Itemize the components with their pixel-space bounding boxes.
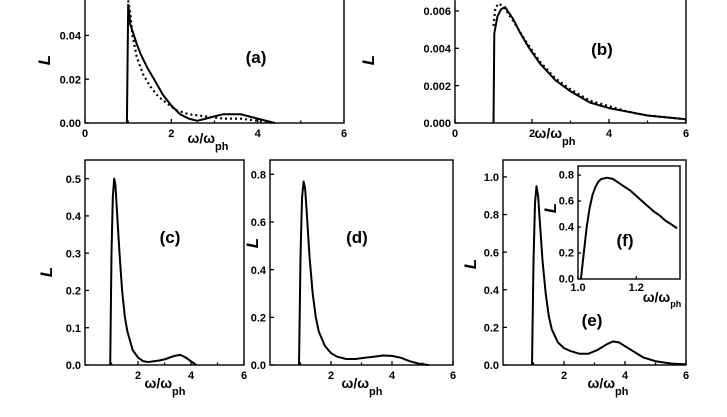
y-tick-label-a: 0.04 xyxy=(60,31,82,43)
panel-f: 1.0 1.2 0.0 0.2 0.4 0.6 0.8 Lω/ωph (f) xyxy=(541,165,682,309)
y-tick-label-d: 0.6 xyxy=(251,217,266,229)
x-axis-label-subscript: ph xyxy=(215,141,229,153)
y-tick-label-f: 0.4 xyxy=(559,221,575,233)
x-axis-label-text: ω/ω xyxy=(643,289,671,305)
y-axis-label-b: L xyxy=(359,55,378,65)
y-tick-label-f: 0.6 xyxy=(559,195,574,207)
x-axis-label-subscript: ph xyxy=(670,299,681,309)
panel-a: 0 2 4 6 0.00 0.02 0.04 Lω/ωph (a) xyxy=(35,0,347,153)
panel-label-f: (f) xyxy=(617,231,634,250)
x-tick-label-a: 0 xyxy=(82,128,88,140)
x-tick-label-a: 2 xyxy=(168,128,174,140)
series-line-b-1 xyxy=(492,2,687,121)
x-tick-label-c: 6 xyxy=(241,370,247,382)
x-axis-label-subscript: ph xyxy=(615,386,629,398)
y-axis-label-f: L xyxy=(541,203,560,213)
x-axis-label-c: ω/ωph xyxy=(145,375,186,398)
y-tick-label-e: 0.6 xyxy=(484,247,499,259)
y-tick-label-c: 0.1 xyxy=(66,323,81,335)
plot-frame-b xyxy=(454,0,687,124)
x-tick-label-e: 6 xyxy=(683,370,689,382)
panel-label-e: (e) xyxy=(582,311,603,330)
x-tick-label-d: 4 xyxy=(389,370,396,382)
y-tick-label-a: 0.00 xyxy=(60,118,81,130)
y-tick-label-e: 1.0 xyxy=(484,172,499,184)
x-axis-label-b: ω/ωph xyxy=(535,125,576,148)
y-tick-label-e: 0.0 xyxy=(484,360,499,372)
y-tick-label-e: 0.2 xyxy=(484,323,499,335)
plot-frame-d xyxy=(269,159,454,366)
x-axis-label-text: ω/ω xyxy=(145,375,173,391)
x-tick-label-c: 4 xyxy=(188,370,195,382)
y-tick-label-f: 0.0 xyxy=(559,273,574,285)
x-axis-label-a: ω/ωph xyxy=(188,130,229,153)
plot-frame-c xyxy=(84,159,245,366)
x-tick-label-e: 2 xyxy=(561,370,567,382)
x-tick-label-a: 6 xyxy=(341,128,347,140)
x-tick-label-f: 1.2 xyxy=(629,282,644,294)
x-tick-label-d: 2 xyxy=(328,370,334,382)
x-tick-label-b: 6 xyxy=(683,128,689,140)
y-tick-label-c: 0.5 xyxy=(66,174,81,186)
x-tick-label-b: 2 xyxy=(529,128,535,140)
y-tick-label-c: 0.4 xyxy=(66,211,82,223)
y-tick-label-d: 0.2 xyxy=(251,313,266,325)
x-axis-label-f: ω/ωph xyxy=(643,289,682,309)
x-axis-label-text: ω/ω xyxy=(342,375,370,391)
x-tick-label-e: 4 xyxy=(622,370,629,382)
series-line-e-0 xyxy=(531,185,687,366)
x-tick-label-a: 4 xyxy=(255,128,262,140)
y-tick-label-b: 0.004 xyxy=(423,43,451,55)
series-line-a-0 xyxy=(125,3,276,124)
y-tick-label-c: 0.3 xyxy=(66,248,81,260)
series-line-d-0 xyxy=(298,180,429,366)
plot-frame-f xyxy=(577,165,681,280)
x-axis-label-text: ω/ω xyxy=(188,130,216,146)
y-axis-label-e: L xyxy=(461,259,480,269)
series-line-c-0 xyxy=(109,177,197,366)
plot-frame-a xyxy=(84,0,345,124)
y-tick-label-e: 0.8 xyxy=(484,210,499,222)
y-tick-label-b: 0.000 xyxy=(423,118,451,130)
x-tick-label-b: 4 xyxy=(606,128,613,140)
y-tick-label-f: 0.2 xyxy=(559,247,574,259)
y-tick-label-d: 0.4 xyxy=(251,265,267,277)
y-tick-label-a: 0.02 xyxy=(60,74,81,86)
x-tick-label-c: 2 xyxy=(135,370,141,382)
x-tick-label-b: 0 xyxy=(452,128,458,140)
panel-e: 2 4 60.00.20.40.60.81.0Lω/ωph(e) xyxy=(461,159,689,398)
x-axis-label-subscript: ph xyxy=(172,386,186,398)
panel-label-c: (c) xyxy=(160,228,181,247)
x-axis-label-subscript: ph xyxy=(369,386,383,398)
x-axis-label-text: ω/ω xyxy=(588,375,616,391)
y-axis-label-c: L xyxy=(37,267,56,277)
panel-label-a: (a) xyxy=(246,48,267,67)
x-axis-label-text: ω/ω xyxy=(535,125,563,141)
panel-d: 2 4 6 0.0 0.2 0.4 0.6 0.8 Lω/ωph (d) xyxy=(243,159,456,398)
x-axis-label-e: ω/ωph xyxy=(588,375,629,398)
y-tick-label-b: 0.006 xyxy=(423,6,451,18)
y-tick-label-d: 0.8 xyxy=(251,169,266,181)
x-axis-label-d: ω/ωph xyxy=(342,375,383,398)
series-line-f-0 xyxy=(579,176,678,280)
panel-b: 0 2 4 6 0.000 0.002 0.004 0.006 Lω/ωph (b) xyxy=(359,0,689,148)
x-tick-label-d: 6 xyxy=(450,370,456,382)
y-tick-label-f: 0.8 xyxy=(559,170,574,182)
y-tick-label-b: 0.002 xyxy=(423,81,451,93)
y-axis-label-a: L xyxy=(35,55,54,65)
inset-background xyxy=(578,166,680,279)
series-line-b-0 xyxy=(492,6,687,124)
y-tick-label-d: 0.0 xyxy=(251,360,266,372)
y-tick-label-c: 0.0 xyxy=(66,360,81,372)
panel-c: 2 4 6 0.0 0.1 0.2 0.3 0.4 0.5 Lω/ωph (c) xyxy=(37,159,247,398)
panel-label-d: (d) xyxy=(346,228,368,247)
y-axis-label-d: L xyxy=(243,238,262,248)
y-tick-label-e: 0.4 xyxy=(484,285,500,297)
x-axis-label-subscript: ph xyxy=(562,136,576,148)
panel-label-b: (b) xyxy=(591,40,613,59)
x-tick-label-f: 1.0 xyxy=(570,282,585,294)
y-tick-label-c: 0.2 xyxy=(66,286,81,298)
